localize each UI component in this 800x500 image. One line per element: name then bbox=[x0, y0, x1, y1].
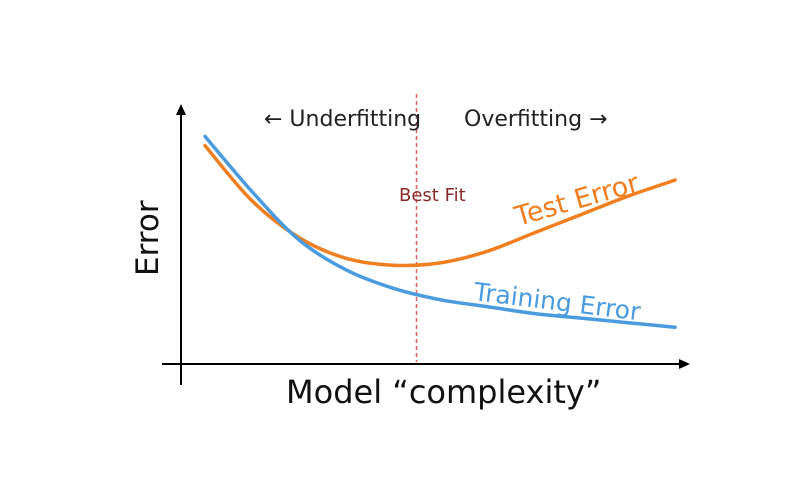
series-line-training-error bbox=[203, 134, 677, 330]
x-axis-arrow bbox=[679, 359, 690, 369]
underfitting-label: ← Underfitting bbox=[264, 107, 421, 132]
training-error-series-label: Training Error bbox=[471, 277, 643, 326]
series-line-test-error bbox=[203, 143, 677, 268]
test-error-series-label: Test Error bbox=[510, 168, 643, 233]
x-axis-label: Model “complexity” bbox=[286, 373, 601, 411]
y-axis-label: Error bbox=[130, 200, 166, 276]
overfitting-label: Overfitting → bbox=[464, 107, 607, 132]
best-fit-label: Best Fit bbox=[399, 185, 466, 206]
y-axis-arrow bbox=[176, 104, 186, 115]
